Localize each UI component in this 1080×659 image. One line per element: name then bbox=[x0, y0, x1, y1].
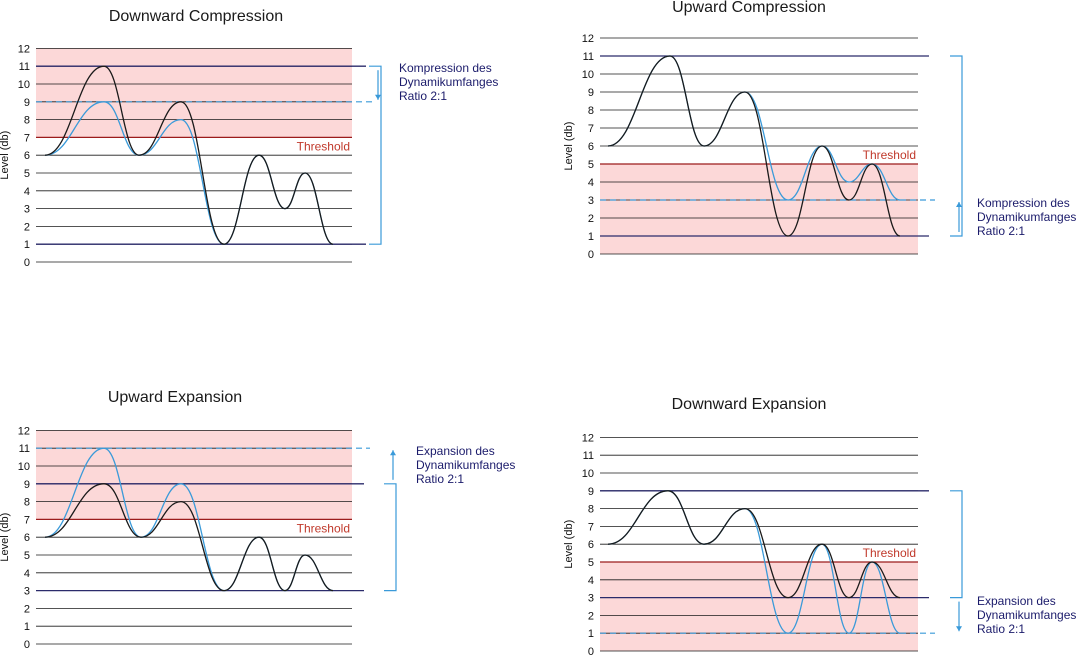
annotation-text: Ratio 2:1 bbox=[399, 89, 447, 103]
y-tick-label: 7 bbox=[24, 132, 30, 144]
arrowhead-icon bbox=[956, 202, 962, 207]
annotation-text: Kompression des bbox=[399, 61, 492, 75]
y-tick-label: 10 bbox=[582, 468, 594, 480]
range-bracket bbox=[369, 65, 382, 245]
y-tick-label: 3 bbox=[588, 593, 594, 605]
panel-downward-expansion: Downward Expansion0123456789101112Level … bbox=[563, 396, 1076, 658]
panel-title: Upward Expansion bbox=[108, 389, 242, 406]
range-bracket bbox=[384, 483, 397, 592]
y-tick-label: 9 bbox=[24, 97, 30, 109]
y-tick-label: 2 bbox=[24, 603, 30, 615]
y-tick-label: 4 bbox=[24, 186, 30, 198]
y-tick-label: 2 bbox=[588, 610, 594, 622]
y-tick-label: 1 bbox=[588, 628, 594, 640]
y-tick-label: 4 bbox=[588, 575, 594, 587]
range-bracket bbox=[950, 55, 963, 237]
annotation-text: Expansion des bbox=[977, 594, 1056, 608]
y-tick-label: 10 bbox=[582, 69, 594, 81]
annotation-text: Dynamikumfanges bbox=[977, 210, 1076, 224]
y-tick-label: 7 bbox=[588, 521, 594, 533]
y-tick-label: 12 bbox=[582, 33, 594, 45]
y-tick-label: 0 bbox=[588, 249, 594, 261]
y-tick-label: 6 bbox=[24, 532, 30, 544]
annotation-text: Kompression des bbox=[977, 196, 1070, 210]
panel-title: Downward Expansion bbox=[672, 396, 827, 413]
threshold-label: Threshold bbox=[863, 546, 916, 560]
y-tick-label: 11 bbox=[583, 51, 594, 63]
y-tick-label: 3 bbox=[24, 586, 30, 598]
y-tick-label: 11 bbox=[19, 443, 30, 455]
annotation-text: Dynamikumfanges bbox=[977, 608, 1076, 622]
y-tick-label: 3 bbox=[24, 204, 30, 216]
threshold-label: Threshold bbox=[297, 139, 350, 153]
panel-upward-compression: Upward Compression0123456789101112Level … bbox=[563, 0, 1076, 261]
y-tick-label: 8 bbox=[588, 504, 594, 516]
y-tick-label: 5 bbox=[24, 168, 30, 180]
range-bracket bbox=[950, 490, 963, 599]
y-tick-label: 8 bbox=[24, 115, 30, 127]
arrowhead-icon bbox=[375, 94, 381, 100]
y-tick-label: 9 bbox=[588, 486, 594, 498]
annotation-text: Expansion des bbox=[416, 444, 495, 458]
original-signal-curve bbox=[44, 65, 334, 245]
arrowhead-icon bbox=[390, 450, 396, 456]
y-tick-label: 6 bbox=[588, 539, 594, 551]
y-tick-label: 3 bbox=[588, 195, 594, 207]
threshold-zone bbox=[36, 430, 352, 520]
y-tick-label: 7 bbox=[24, 514, 30, 526]
y-tick-label: 5 bbox=[24, 550, 30, 562]
annotation-text: Ratio 2:1 bbox=[977, 224, 1025, 238]
y-tick-label: 2 bbox=[588, 213, 594, 225]
y-tick-label: 2 bbox=[24, 221, 30, 233]
annotation-text: Ratio 2:1 bbox=[977, 622, 1025, 636]
panel-downward-compression: Downward Compression0123456789101112Leve… bbox=[0, 8, 498, 269]
y-axis-label: Level (db) bbox=[563, 520, 575, 569]
y-axis-label: Level (db) bbox=[0, 513, 11, 562]
y-tick-label: 4 bbox=[588, 177, 594, 189]
panel-title: Downward Compression bbox=[109, 8, 283, 25]
annotation-text: Dynamikumfanges bbox=[416, 458, 515, 472]
y-tick-label: 10 bbox=[18, 79, 30, 91]
threshold-zone bbox=[36, 48, 352, 138]
threshold-zone bbox=[600, 164, 918, 254]
y-tick-label: 11 bbox=[19, 61, 30, 73]
y-tick-label: 12 bbox=[582, 432, 594, 444]
y-axis-label: Level (db) bbox=[563, 122, 575, 171]
original-signal-curve bbox=[607, 55, 901, 237]
threshold-label: Threshold bbox=[297, 521, 350, 535]
y-tick-label: 1 bbox=[24, 239, 30, 251]
original-signal-curve bbox=[44, 483, 334, 592]
y-tick-label: 7 bbox=[588, 123, 594, 135]
y-tick-label: 5 bbox=[588, 557, 594, 569]
y-tick-label: 10 bbox=[18, 461, 30, 473]
annotation-text: Ratio 2:1 bbox=[416, 472, 464, 486]
y-tick-label: 11 bbox=[583, 450, 594, 462]
y-tick-label: 6 bbox=[588, 141, 594, 153]
arrowhead-icon bbox=[956, 626, 962, 632]
panel-title: Upward Compression bbox=[672, 0, 826, 16]
y-tick-label: 8 bbox=[24, 497, 30, 509]
y-tick-label: 8 bbox=[588, 105, 594, 117]
y-tick-label: 12 bbox=[18, 425, 30, 437]
y-tick-label: 9 bbox=[588, 87, 594, 99]
y-tick-label: 0 bbox=[24, 257, 30, 269]
annotation-text: Dynamikumfanges bbox=[399, 75, 498, 89]
y-tick-label: 12 bbox=[18, 43, 30, 55]
y-tick-label: 0 bbox=[24, 639, 30, 651]
original-signal-curve bbox=[607, 490, 901, 599]
y-tick-label: 0 bbox=[588, 646, 594, 658]
y-axis-label: Level (db) bbox=[0, 131, 11, 180]
y-tick-label: 4 bbox=[24, 568, 30, 580]
threshold-zone bbox=[600, 562, 918, 651]
y-tick-label: 5 bbox=[588, 159, 594, 171]
threshold-label: Threshold bbox=[863, 148, 916, 162]
y-tick-label: 6 bbox=[24, 150, 30, 162]
y-tick-label: 1 bbox=[24, 621, 30, 633]
y-tick-label: 1 bbox=[588, 231, 594, 243]
y-tick-label: 9 bbox=[24, 479, 30, 491]
